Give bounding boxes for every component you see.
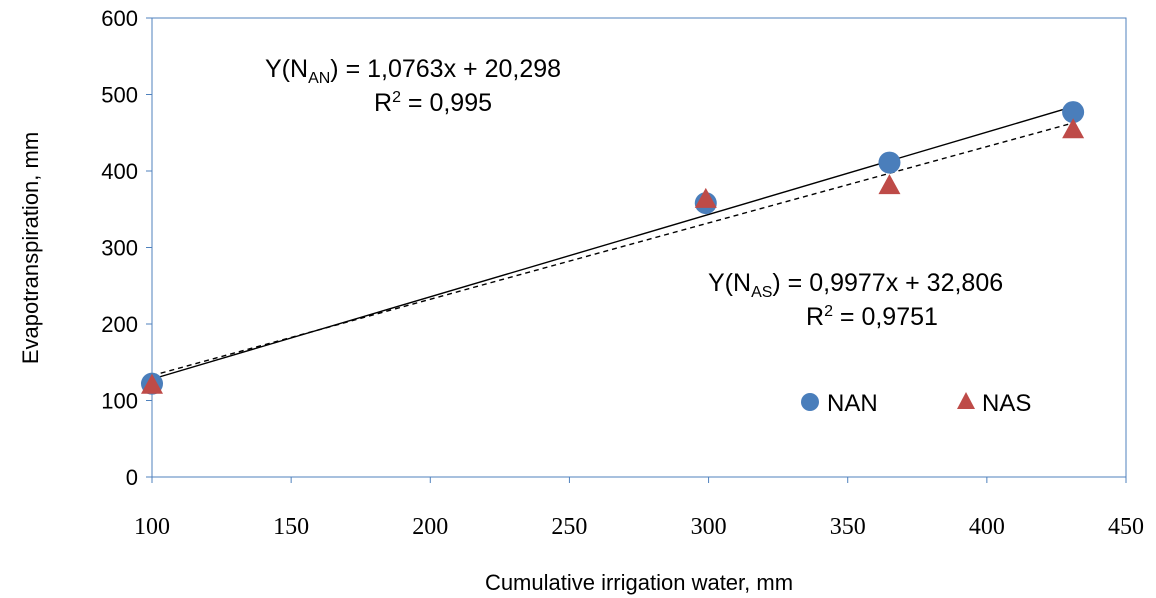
legend-marker-nas <box>957 392 975 409</box>
y-tick-label: 200 <box>101 312 138 337</box>
x-tick-label: 350 <box>830 514 866 540</box>
y-tick-label: 100 <box>101 389 138 414</box>
legend: NAN NAS <box>801 390 1031 417</box>
x-tick-label: 300 <box>691 514 727 540</box>
trendline-nan <box>151 105 1074 380</box>
data-markers <box>141 101 1085 395</box>
x-tick-label: 150 <box>273 514 309 540</box>
x-tick-label: 250 <box>551 514 587 540</box>
x-axis-ticks: 100 150 200 250 300 350 400 450 <box>134 477 1144 540</box>
y-tick-label: 300 <box>101 236 138 261</box>
data-point-nas <box>694 187 717 208</box>
y-tick-label: 400 <box>101 159 138 184</box>
x-axis-title: Cumulative irrigation water, mm <box>485 570 793 595</box>
data-point-nas <box>141 373 163 394</box>
data-point-nan <box>878 151 901 174</box>
data-point-nas <box>1062 118 1085 139</box>
y-axis-title: Evapotranspiration, mm <box>18 132 43 364</box>
x-tick-label: 200 <box>412 514 448 540</box>
trendline-equation-nas: Y(NAS) = 0,9977x + 32,806 <box>708 269 1003 301</box>
trendlines <box>151 105 1074 380</box>
trendline-nas <box>151 122 1074 377</box>
y-axis-ticks: 0 100 200 300 400 500 600 <box>101 6 152 490</box>
x-tick-label: 100 <box>134 514 170 540</box>
legend-label-nan: NAN <box>827 390 878 417</box>
x-tick-label: 450 <box>1108 514 1144 540</box>
trendline-r2-nas: R2 = 0,9751 <box>806 303 938 331</box>
y-tick-label: 0 <box>126 465 138 490</box>
y-tick-label: 600 <box>101 6 138 31</box>
plot-area <box>151 17 1127 478</box>
x-tick-label: 400 <box>969 514 1005 540</box>
data-point-nan <box>1062 101 1085 124</box>
data-point-nas <box>878 174 901 195</box>
trendline-r2-nan: R2 = 0,995 <box>374 89 492 117</box>
y-tick-label: 500 <box>101 83 138 108</box>
legend-marker-nan <box>801 393 819 411</box>
trendline-equation-nan: Y(NAN) = 1,0763x + 20,298 <box>265 55 561 87</box>
legend-label-nas: NAS <box>982 390 1031 417</box>
